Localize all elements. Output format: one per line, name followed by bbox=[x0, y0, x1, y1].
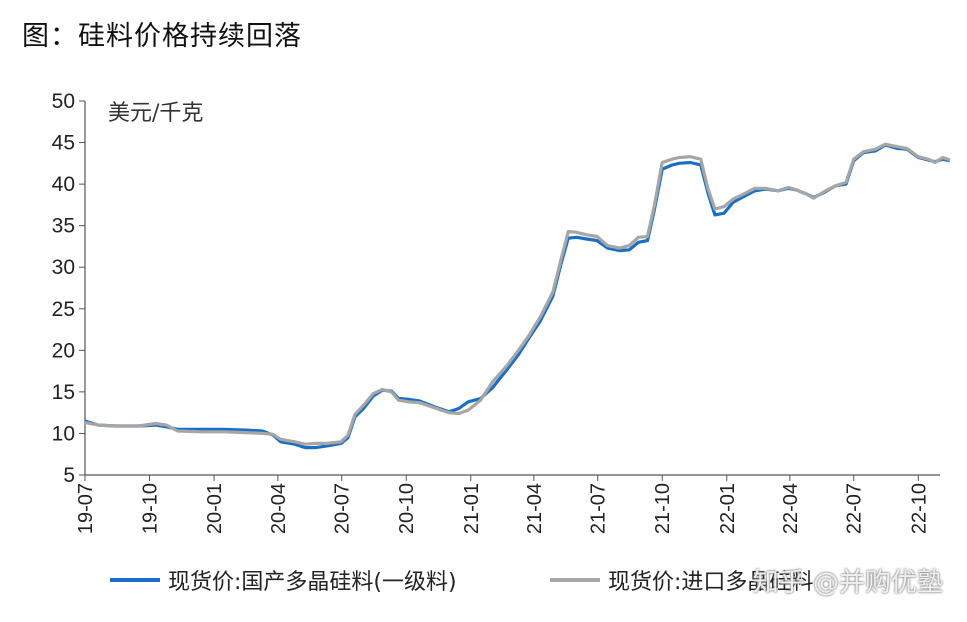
y-tick-label: 30 bbox=[52, 256, 75, 279]
x-tick-label: 20-01 bbox=[204, 483, 226, 534]
legend-label-domestic: 现货价:国产多晶硅料(一级料) bbox=[168, 570, 457, 595]
x-axis-ticks: 19-07 19-10 20-01 20-04 20-07 20-10 21-01 21-04… bbox=[75, 475, 930, 534]
x-tick-label: 22-10 bbox=[908, 483, 930, 534]
y-tick-label: 45 bbox=[52, 132, 75, 155]
series-line-import bbox=[84, 142, 951, 446]
watermark: 知乎 @并购优塾 bbox=[752, 568, 943, 598]
x-tick-label: 21-04 bbox=[524, 483, 546, 534]
legend-swatch-domestic bbox=[110, 578, 160, 582]
series-line-domestic bbox=[84, 143, 951, 450]
x-tick-label: 19-10 bbox=[140, 483, 162, 534]
x-tick-label: 21-10 bbox=[652, 483, 674, 534]
page-title: 图：硅料价格持续回落 bbox=[22, 21, 302, 52]
y-tick-label: 35 bbox=[52, 215, 75, 238]
y-tick-label: 40 bbox=[52, 173, 75, 196]
x-tick-label: 20-07 bbox=[332, 483, 354, 534]
x-tick-label: 22-04 bbox=[780, 483, 802, 534]
y-tick-label: 25 bbox=[52, 298, 75, 321]
x-tick-label: 22-07 bbox=[844, 483, 866, 534]
x-tick-label: 22-01 bbox=[717, 483, 739, 534]
chart-axes bbox=[84, 101, 940, 476]
legend-item-domestic: 现货价:国产多晶硅料(一级料) bbox=[110, 564, 457, 596]
y-tick-label: 20 bbox=[52, 339, 75, 362]
y-tick-label: 10 bbox=[52, 422, 75, 445]
x-tick-label: 21-07 bbox=[588, 483, 610, 534]
x-tick-label: 20-04 bbox=[268, 483, 290, 534]
y-tick-label: 50 bbox=[52, 90, 75, 113]
legend-label-import: 现货价:进口多晶硅料 bbox=[608, 570, 814, 595]
price-chart: 5 10 15 20 25 30 35 40 45 50 19-07 19-10 20-01 20-04… bbox=[52, 90, 951, 534]
chart-legend: 现货价:国产多晶硅料(一级料) 现货价:进口多晶硅料 bbox=[110, 564, 950, 600]
y-axis-unit-label: 美元/千克 bbox=[108, 101, 203, 126]
x-tick-label: 20-10 bbox=[396, 483, 418, 534]
x-tick-label: 21-01 bbox=[461, 483, 483, 534]
legend-swatch-import bbox=[550, 578, 600, 582]
x-tick-label: 19-07 bbox=[75, 483, 97, 534]
series-lines bbox=[84, 142, 951, 450]
y-tick-label: 5 bbox=[63, 464, 75, 487]
legend-item-import: 现货价:进口多晶硅料 bbox=[550, 564, 813, 596]
y-axis-ticks: 5 10 15 20 25 30 35 40 45 50 bbox=[52, 90, 85, 487]
y-tick-label: 15 bbox=[52, 381, 75, 404]
